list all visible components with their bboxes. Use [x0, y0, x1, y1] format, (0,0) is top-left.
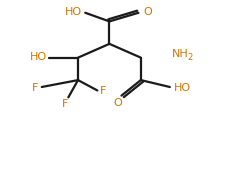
Text: F: F — [61, 99, 68, 109]
Text: F: F — [100, 86, 106, 96]
Text: 2: 2 — [187, 53, 192, 62]
Text: F: F — [32, 83, 38, 93]
Text: HO: HO — [174, 83, 191, 93]
Text: HO: HO — [29, 52, 47, 62]
Text: O: O — [143, 7, 152, 17]
Text: O: O — [113, 98, 122, 108]
Text: HO: HO — [64, 7, 82, 17]
Text: NH: NH — [172, 49, 189, 59]
